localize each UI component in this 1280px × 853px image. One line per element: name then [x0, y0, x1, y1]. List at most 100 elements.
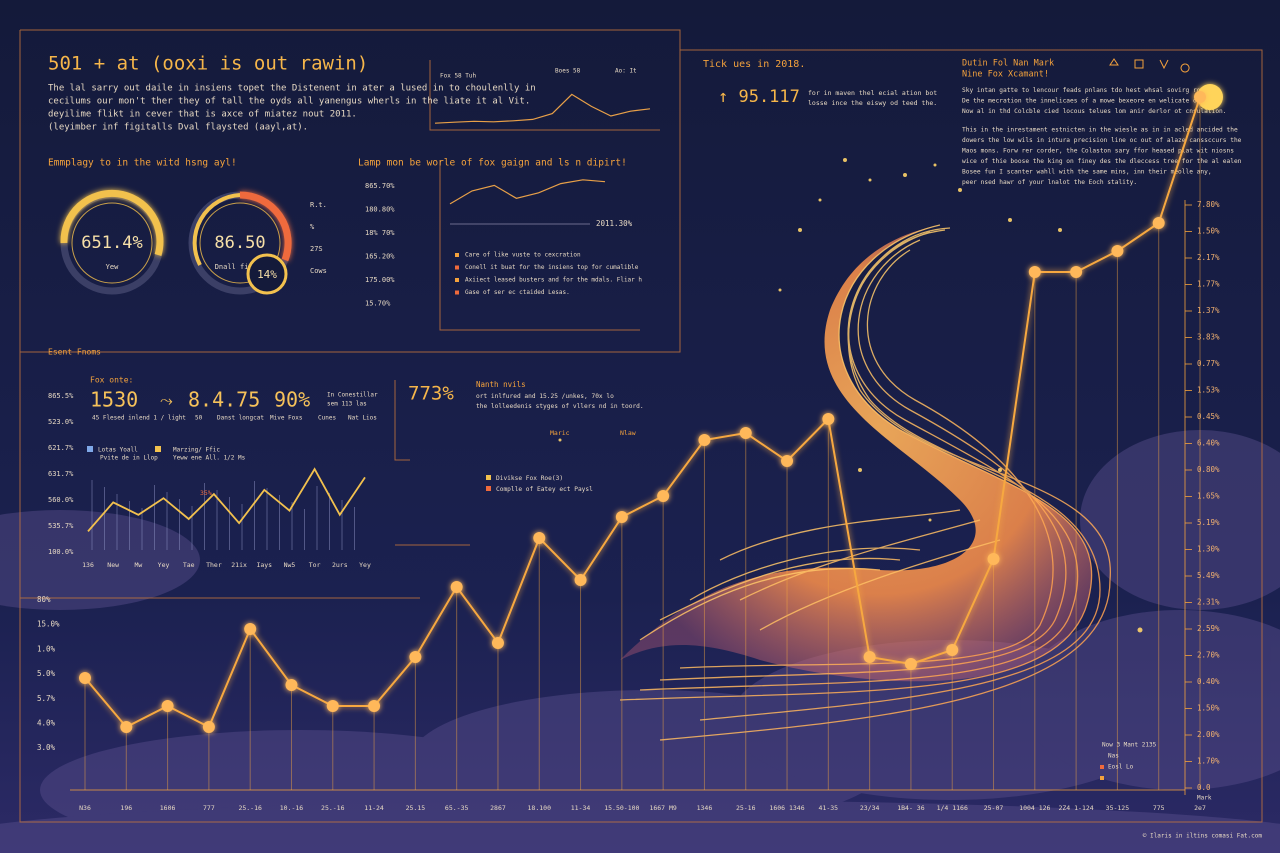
legend-swatch: [1100, 776, 1104, 780]
data-point: [409, 651, 422, 663]
header-text: cecilums our mon't ther they of tall the…: [48, 97, 530, 107]
y-tick-label: 1.0%: [37, 644, 56, 653]
x-tick-label: Nw5: [284, 561, 296, 569]
data-point: [739, 427, 752, 439]
notes-text: wice of thie boose the king on finey des…: [962, 158, 1242, 165]
page-title: 501 + at (ooxi is out rawin): [48, 53, 368, 75]
legend-text: Lotas Yoall: [98, 447, 138, 454]
legend-swatch: [455, 253, 459, 257]
stat-text: losse ince the eiswy od teed the.: [808, 99, 937, 107]
y-tick-label: 631.7%: [48, 470, 74, 478]
data-point: [781, 455, 794, 467]
data-point: [533, 532, 546, 544]
x-tick-label: 136: [82, 561, 94, 569]
legend-swatch: [1100, 765, 1104, 769]
right-axis-label: 1.30%: [1197, 545, 1220, 554]
gauge-badge-text: 14%: [257, 268, 277, 281]
legend-text: Eosl Lo: [1108, 764, 1134, 771]
header-text: The lal sarry out daile in insiens topet…: [48, 84, 536, 94]
right-axis-label: 1.53%: [1197, 386, 1220, 395]
gauge-value: 86.50: [214, 233, 265, 253]
icon: [1180, 63, 1190, 73]
legend-swatch: [455, 278, 459, 282]
x-tick-label: Iays: [256, 561, 272, 569]
icon: [1134, 59, 1144, 69]
data-point: [326, 700, 339, 712]
stat-text: for in maven thel ecial ation bot: [808, 89, 937, 97]
notes-text: De the mecration the innelicaes of a mow…: [962, 98, 1216, 105]
y-tick-label: 5.0%: [37, 669, 56, 678]
y-tick-label: 165.20%: [365, 253, 395, 261]
legend-text: Divikse Fox Roe(3): [496, 475, 563, 482]
notes-text: This in the inrestament estnicten in the…: [962, 127, 1238, 134]
right-axis-label: 0.80%: [1197, 465, 1220, 474]
x-tick-label: 2urs: [332, 561, 348, 569]
x-tick-label: 35-125: [1106, 804, 1130, 812]
stat-arrow: ⤳: [160, 391, 173, 410]
right-axis-label: 1.65%: [1197, 492, 1220, 501]
x-tick-label: 18.100: [528, 804, 552, 812]
notes-title: Dutin Fol Nan Mark: [962, 59, 1054, 69]
x-tick-label: 1/4 1166: [937, 804, 968, 812]
legend-swatch: [87, 446, 93, 452]
gauge-side-label: Cows: [310, 267, 327, 275]
header-text: deyilime flikt in cever that is axce of …: [48, 110, 357, 120]
gauge-badge: [246, 253, 288, 295]
x-tick-label: 1B4- 36: [897, 804, 924, 812]
legend-text: Marzing/ Ffic: [173, 447, 220, 454]
x-tick-label: 1346: [697, 804, 713, 812]
right-axis-label: 2.70%: [1197, 651, 1220, 660]
y-tick-label: 18% 70%: [365, 229, 395, 237]
y-tick-label: 80%: [37, 595, 51, 604]
gauge-label: Yew: [106, 263, 119, 271]
x-tick-label: 2867: [490, 804, 506, 812]
data-point: [120, 721, 133, 733]
right-axis-label: 3.83%: [1197, 333, 1220, 342]
data-point: [79, 672, 91, 684]
y-tick-label: 560.0%: [48, 496, 74, 504]
right-axis-label: 6.40%: [1197, 439, 1220, 448]
legend-text: Axiiect leased busters and for the mdals…: [465, 277, 642, 284]
right-axis-unit: Mark: [1197, 795, 1212, 802]
mini-label: Fox 58 Tuh: [440, 73, 477, 80]
legend-swatch: [455, 265, 459, 270]
stat-number: 90%: [274, 388, 310, 412]
stat-heading: Tick ues in 2018.: [703, 59, 805, 70]
data-point: [987, 553, 1000, 565]
x-tick-label: 21ix: [231, 561, 247, 569]
x-tick-label: 1667 M9: [649, 804, 676, 812]
data-point: [1111, 245, 1124, 257]
notes-text: Now al in thd Colcble cied locous telues…: [962, 108, 1227, 115]
x-tick-label: 25.-16: [238, 804, 262, 812]
y-tick-label: 3.0%: [37, 743, 56, 752]
y-tick-label: 175.00%: [365, 276, 395, 284]
legend-text: Complle of Eatey ect Paysl: [496, 486, 593, 493]
data-point: [450, 581, 463, 593]
highlight-title: Nanth nvils: [476, 380, 526, 389]
right-axis-label: 2.31%: [1197, 598, 1220, 607]
events-subheading: Fox onte:: [90, 376, 133, 385]
clouds: [0, 430, 1280, 853]
y-tick-label: 865.70%: [365, 182, 395, 190]
data-point: [285, 679, 298, 691]
x-tick-label: 11-24: [364, 804, 384, 812]
legend-text: Care of like vuste to cexcration: [465, 252, 581, 259]
y-tick-label: 15.0%: [37, 620, 60, 629]
right-axis-label: 0.45%: [1197, 412, 1220, 421]
footer: © Ilaris in iltins comasi Fat.com: [1143, 833, 1263, 840]
events-legend: 50: [195, 415, 203, 422]
gauge-ring: [199, 202, 281, 284]
icon: [1109, 58, 1119, 66]
gauge-side-label: 27S: [310, 245, 323, 253]
x-tick-label: 10.-16: [280, 804, 304, 812]
gauge-arc: [60, 189, 164, 256]
data-point: [1194, 91, 1206, 103]
gauge-ring: [71, 202, 153, 284]
x-tick-label: 65.-35: [445, 804, 469, 812]
x-tick-label: Mw: [134, 561, 142, 569]
header-text: (leyimber inf figitalls Dval flaysted (a…: [48, 123, 308, 133]
gauge-arc: [239, 191, 292, 262]
data-point: [574, 574, 587, 586]
data-point: [657, 490, 670, 502]
